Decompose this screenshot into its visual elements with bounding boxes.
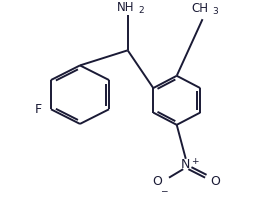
Text: O: O [210,175,220,188]
Text: +: + [191,157,199,166]
Text: CH: CH [191,2,208,15]
Text: NH: NH [116,2,134,14]
Text: O: O [153,175,163,188]
Text: F: F [35,103,42,116]
Text: N: N [181,158,190,171]
Text: −: − [160,186,168,195]
Text: 2: 2 [138,6,144,15]
Text: 3: 3 [212,7,218,16]
